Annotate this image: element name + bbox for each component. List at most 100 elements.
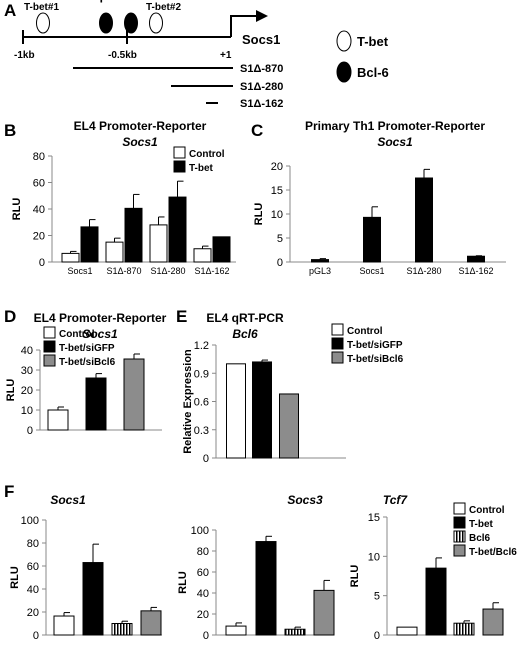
x-category-label: Socs1 bbox=[67, 266, 92, 276]
legend-label: T-bet/Bcl6 bbox=[469, 547, 517, 558]
bar-t-bet-sigfp bbox=[252, 361, 272, 459]
promoter-diagram: T-bet#1 T-bet#2 -1kb -0.5kb +1 Socs1 S1Δ… bbox=[14, 2, 389, 110]
y-tick-label: 60 bbox=[33, 178, 45, 190]
bar-t-bet bbox=[82, 562, 104, 636]
y-tick-label: 0.6 bbox=[194, 397, 209, 409]
legend-swatch bbox=[331, 351, 344, 364]
bar-control bbox=[61, 252, 80, 263]
bar-bcl6 bbox=[453, 622, 475, 636]
y-tick-label: 0 bbox=[374, 630, 380, 642]
site-label-tbet1: T-bet#1 bbox=[24, 2, 59, 13]
legend-swatch bbox=[43, 354, 56, 367]
bar-control bbox=[47, 409, 69, 431]
bar-t-bet-sigfp bbox=[85, 377, 107, 431]
y-tick-label: 40 bbox=[197, 588, 209, 600]
chart-f-socs1: EL4 Promoter-Reporter Socs1 RLU 0 20 40 60 80 10… bbox=[2, 0, 162, 642]
tbet-site-2 bbox=[149, 12, 163, 34]
legend-tbet-label: T-bet bbox=[357, 34, 389, 49]
tbet-site-1 bbox=[36, 12, 50, 34]
chart-f-socs3: Socs3 RLU 0 20 40 60 80 100 bbox=[177, 493, 335, 642]
y-tick-label: 15 bbox=[271, 185, 283, 197]
legend-label: T-bet bbox=[469, 519, 494, 530]
y-tick-label: 20 bbox=[27, 607, 39, 619]
bar-t-bet-bcl6 bbox=[313, 589, 335, 636]
panel-letter-a: A bbox=[4, 1, 16, 20]
legend-swatch bbox=[173, 146, 186, 159]
bcl6-site-1 bbox=[99, 12, 113, 34]
bar-t-bet bbox=[425, 567, 447, 636]
bar-control bbox=[105, 241, 124, 263]
bar-control bbox=[225, 625, 247, 636]
y-tick-label: 5 bbox=[374, 591, 380, 603]
chart-subtitle: Socs1 bbox=[50, 493, 86, 507]
y-tick-label: 20 bbox=[271, 161, 283, 173]
bar bbox=[311, 259, 329, 263]
bar-control bbox=[53, 615, 75, 636]
bar-tbet bbox=[168, 196, 187, 263]
y-tick-label: 20 bbox=[21, 385, 33, 397]
bar-tbet bbox=[212, 236, 231, 263]
legend-label: Control bbox=[189, 149, 225, 160]
bar-control bbox=[226, 363, 246, 459]
legend: Control T-bet bbox=[173, 146, 225, 174]
legend-label: Control bbox=[469, 505, 505, 516]
y-axis-label: RLU bbox=[177, 571, 189, 594]
construct-label-870: S1Δ-870 bbox=[240, 63, 283, 75]
y-tick-label: 100 bbox=[21, 515, 39, 527]
panel-letter-c: C bbox=[251, 121, 263, 140]
panel-letter-b: B bbox=[4, 121, 16, 140]
y-tick-label: 15 bbox=[368, 512, 380, 524]
legend-swatch bbox=[453, 544, 466, 557]
y-tick-label: 40 bbox=[27, 584, 39, 596]
construct-label-280: S1Δ-280 bbox=[240, 81, 283, 93]
panel-letter-f: F bbox=[4, 482, 14, 501]
chart-b-socs1: EL4 Promoter-Reporter Socs1 RLU 0 20 40 60 80 So… bbox=[11, 119, 236, 276]
legend-label: Control bbox=[59, 329, 95, 340]
legend: Control T-bet Bcl6 T-bet/Bcl6 bbox=[453, 502, 517, 558]
bar bbox=[363, 216, 381, 263]
legend-swatch bbox=[173, 160, 186, 173]
bar-control bbox=[193, 248, 212, 263]
y-axis-label: RLU bbox=[9, 566, 21, 589]
x-category-label: pGL3 bbox=[309, 266, 331, 276]
chart-d-socs1: EL4 Promoter-Reporter Socs1 RLU 0 10 20 30 40 Co… bbox=[5, 311, 167, 437]
chart-subtitle: Socs1 bbox=[122, 135, 158, 149]
bar-t-bet-sibcl6 bbox=[279, 393, 299, 459]
legend-label: T-bet/siBcl6 bbox=[347, 354, 404, 365]
chart-title: EL4 Promoter-Reporter bbox=[2, 0, 135, 3]
y-axis-label: RLU bbox=[349, 565, 361, 588]
bar-t-bet-bcl6 bbox=[140, 610, 162, 636]
y-tick-label: 0 bbox=[39, 257, 45, 269]
legend-bcl6-symbol bbox=[336, 61, 352, 83]
y-tick-label: 0 bbox=[277, 257, 283, 269]
y-tick-label: 1.2 bbox=[194, 340, 209, 352]
axis-label-minus-0.5kb: -0.5kb bbox=[108, 50, 137, 61]
y-tick-label: 60 bbox=[27, 561, 39, 573]
legend-swatch bbox=[453, 530, 466, 543]
bar-t-bet-bcl6 bbox=[482, 608, 504, 636]
legend-label: T-bet bbox=[189, 163, 214, 174]
bcl6-site-2 bbox=[124, 12, 138, 34]
bar-t-bet-sibcl6 bbox=[123, 358, 145, 431]
y-axis-label: RLU bbox=[5, 379, 17, 402]
y-axis-label: RLU bbox=[253, 203, 265, 226]
y-tick-label: 10 bbox=[21, 405, 33, 417]
bar-tbet bbox=[80, 226, 99, 263]
y-tick-label: 10 bbox=[271, 209, 283, 221]
y-tick-label: 40 bbox=[21, 345, 33, 357]
panel-letter-d: D bbox=[4, 307, 16, 326]
y-tick-label: 0 bbox=[203, 630, 209, 642]
bar bbox=[415, 177, 433, 263]
chart-subtitle: Socs1 bbox=[377, 135, 413, 149]
bar-control bbox=[149, 224, 168, 263]
legend-swatch bbox=[453, 502, 466, 515]
chart-title: EL4 Promoter-Reporter bbox=[74, 119, 207, 133]
legend-label: Bcl6 bbox=[469, 533, 491, 544]
chart-subtitle: Socs3 bbox=[287, 493, 323, 507]
chart-f-tcf7: Tcf7 RLU 0 5 10 15 Control T-bet Bcl6 T-bet/Bcl6 bbox=[349, 493, 517, 642]
legend-swatch bbox=[43, 326, 56, 339]
y-tick-label: 60 bbox=[197, 567, 209, 579]
panel-letter-e: E bbox=[176, 307, 187, 326]
